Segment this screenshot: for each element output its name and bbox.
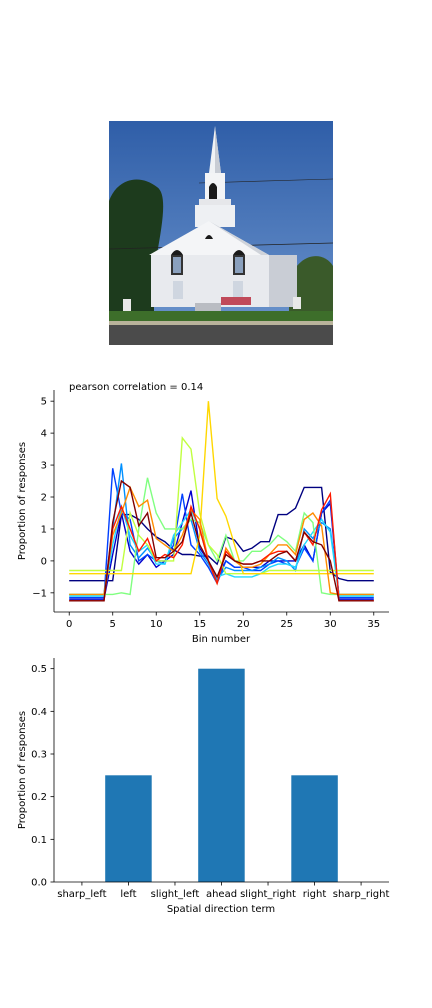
x-tick-label: sharp_left: [57, 889, 106, 900]
x-tick-label: slight_left: [151, 889, 200, 900]
y-tick-label: 0.1: [31, 835, 47, 846]
bar-chart: sharp_left left slight_left ahead slight_rig…: [17, 658, 389, 915]
y-ticks: 0.0 0.1 0.2 0.3 0.4 0.5: [31, 664, 54, 889]
x-tick-label: slight_right: [240, 889, 296, 900]
y-axis-label: Proportion of responses: [17, 711, 28, 829]
church-photo: [109, 121, 333, 345]
x-tick-label: left: [120, 889, 136, 900]
x-tick-label: 5: [110, 619, 116, 630]
x-tick-label: 35: [367, 619, 380, 630]
bar-right: [291, 775, 338, 882]
y-tick-label: 0.2: [31, 792, 47, 803]
series-line-0: [69, 486, 374, 582]
x-tick-label: 0: [66, 619, 72, 630]
x-tick-label: 25: [280, 619, 293, 630]
y-tick-label: 0.5: [31, 664, 47, 675]
y-axis-label: Proportion of responses: [17, 442, 28, 560]
y-tick-label: 3: [41, 461, 47, 472]
bar-left: [105, 775, 152, 882]
y-tick-label: 0.4: [31, 707, 47, 718]
x-tick-label: ahead: [206, 889, 237, 900]
bar-ahead: [198, 668, 245, 882]
chart-title: pearson correlation = 0.14: [69, 382, 203, 393]
series-line-2: [69, 468, 374, 599]
x-tick-label: 20: [237, 619, 250, 630]
x-ticks: sharp_left left slight_left ahead slight_rig…: [57, 882, 389, 900]
line-chart: pearson correlation = 0.14 0 5 10 15 20 25 30 3…: [17, 382, 389, 645]
y-tick-label: 2: [41, 493, 47, 504]
bars: [105, 668, 338, 882]
series-line-5: [69, 477, 374, 596]
series-line-4: [69, 503, 374, 597]
y-ticks: 5 4 3 2 1 0 −1: [32, 397, 54, 599]
x-axis-label: Bin number: [192, 634, 251, 645]
x-tick-label: 15: [193, 619, 206, 630]
x-tick-label: sharp_right: [333, 889, 390, 900]
y-tick-label: 0: [41, 556, 47, 567]
x-tick-label: 30: [324, 619, 337, 630]
y-tick-label: 5: [41, 397, 47, 408]
y-tick-label: 1: [41, 524, 47, 535]
y-tick-label: −1: [32, 588, 47, 599]
series-line-7: [69, 401, 374, 575]
series-line-10: [69, 479, 374, 602]
y-tick-label: 0.3: [31, 750, 47, 761]
y-tick-label: 0.0: [31, 878, 47, 889]
x-tick-label: right: [303, 889, 327, 900]
x-tick-label: 10: [150, 619, 163, 630]
series-lines: [69, 401, 374, 602]
x-ticks: 0 5 10 15 20 25 30 35: [66, 612, 380, 630]
y-tick-label: 4: [41, 429, 47, 440]
series-line-3: [69, 463, 374, 596]
x-axis-label: Spatial direction term: [167, 904, 275, 915]
